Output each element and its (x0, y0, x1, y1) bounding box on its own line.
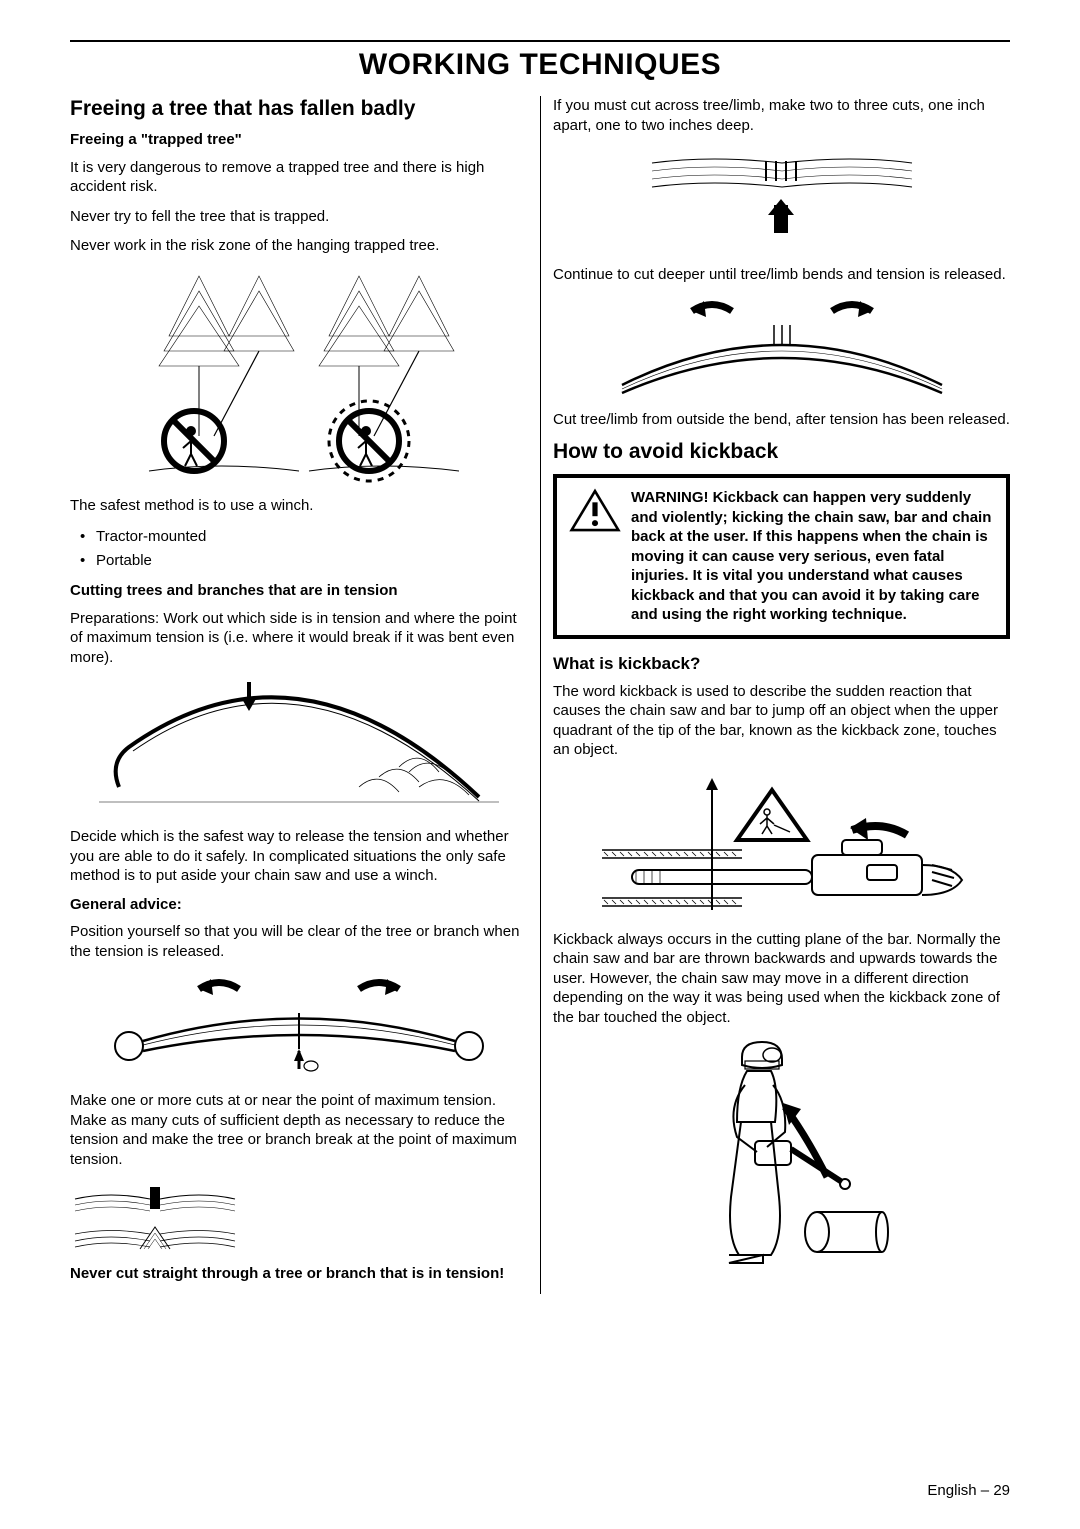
warning-text-never-cut: Never cut straight through a tree or bra… (70, 1264, 528, 1284)
chainsaw-kickback-zone-illustration (572, 770, 992, 920)
footer-separator: – (977, 1482, 994, 1499)
figure-trapped-trees (70, 266, 528, 486)
person-kickback-illustration (667, 1037, 897, 1272)
body-text: Decide which is the safest way to releas… (70, 827, 528, 886)
figure-user-kickback (553, 1037, 1010, 1272)
bent-log-arrow-illustration (99, 971, 499, 1081)
right-column: If you must cut across tree/limb, make t… (540, 96, 1010, 1294)
body-text: Make one or more cuts at or near the poi… (70, 1091, 528, 1169)
body-text: Preparations: Work out which side is in … (70, 609, 528, 668)
top-rule (70, 40, 1010, 42)
body-text: Never work in the risk zone of the hangi… (70, 236, 528, 256)
body-text: It is very dangerous to remove a trapped… (70, 158, 528, 197)
warning-body: WARNING! Kickback can happen very sudden… (631, 488, 994, 625)
figure-tension-arc (70, 677, 528, 817)
left-column: Freeing a tree that has fallen badly Fre… (70, 96, 540, 1294)
warning-box: WARNING! Kickback can happen very sudden… (553, 474, 1010, 639)
list-item: Portable (96, 549, 528, 572)
figure-cut-closeup (70, 1179, 528, 1254)
figure-log-cuts (553, 145, 1010, 255)
two-column-layout: Freeing a tree that has fallen badly Fre… (70, 96, 1010, 1294)
body-text: The safest method is to use a winch. (70, 496, 528, 516)
subheading-trapped-tree: Freeing a "trapped tree" (70, 131, 528, 150)
figure-chainsaw-kickback-zone (553, 770, 1010, 920)
section-heading-avoid-kickback: How to avoid kickback (553, 439, 1010, 464)
body-text: Never try to fell the tree that is trapp… (70, 207, 528, 227)
body-text: The word kickback is used to describe th… (553, 682, 1010, 760)
footer-page-number: 29 (993, 1482, 1010, 1499)
manual-page: WORKING TECHNIQUES Freeing a tree that h… (0, 0, 1080, 1529)
figure-bent-log-arrows-2 (553, 295, 1010, 400)
cut-illustration (70, 1179, 240, 1254)
page-footer: English – 29 (927, 1482, 1010, 1499)
footer-language: English (927, 1482, 976, 1499)
warning-triangle-icon (569, 488, 621, 534)
tension-arc-illustration (99, 677, 499, 817)
trapped-tree-illustration (139, 266, 459, 486)
subheading-cutting-tension: Cutting trees and branches that are in t… (70, 582, 528, 601)
body-text: Continue to cut deeper until tree/limb b… (553, 265, 1010, 285)
log-cuts-illustration (642, 145, 922, 255)
list-item: Tractor-mounted (96, 525, 528, 548)
body-text: Kickback always occurs in the cutting pl… (553, 930, 1010, 1028)
body-text: Cut tree/limb from outside the bend, aft… (553, 410, 1010, 430)
bent-log-illustration (602, 295, 962, 400)
section-heading-freeing-tree: Freeing a tree that has fallen badly (70, 96, 528, 121)
winch-list: Tractor-mounted Portable (70, 525, 528, 572)
subheading-general-advice: General advice: (70, 896, 528, 915)
body-text: Position yourself so that you will be cl… (70, 922, 528, 961)
figure-bent-log-arrows (70, 971, 528, 1081)
body-text: If you must cut across tree/limb, make t… (553, 96, 1010, 135)
subheading-what-is-kickback: What is kickback? (553, 653, 1010, 674)
page-title: WORKING TECHNIQUES (70, 48, 1010, 82)
